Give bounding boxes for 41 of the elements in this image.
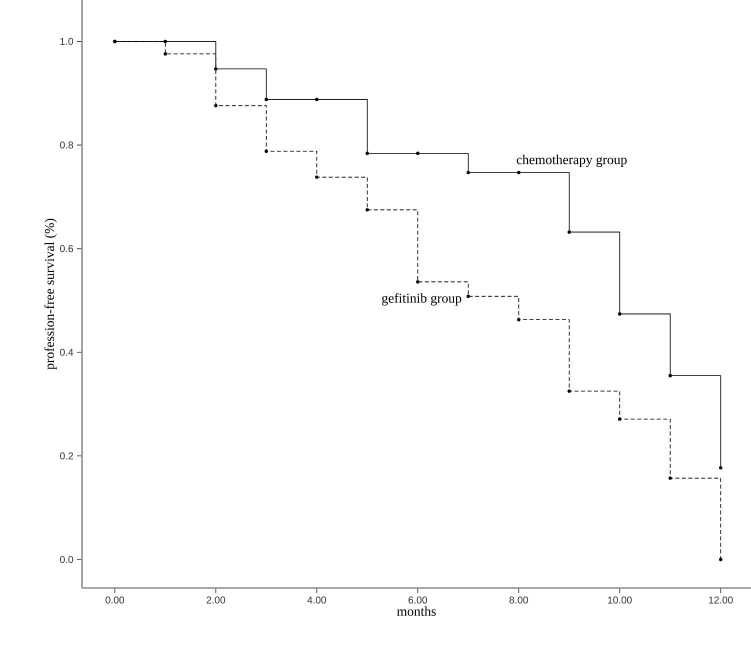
point [416, 280, 420, 284]
point [568, 389, 571, 393]
point [264, 150, 268, 153]
point [214, 67, 218, 71]
point [164, 52, 168, 56]
point [668, 374, 672, 378]
x-tick-label: 4.00 [307, 596, 326, 604]
point [416, 152, 420, 156]
x-axis-title: months [396, 606, 436, 616]
point [668, 476, 672, 480]
x-tick-label: 2.00 [206, 596, 226, 604]
y-tick-label: 0.8 [60, 142, 74, 149]
x-tick-label: 6.00 [408, 596, 428, 604]
point [517, 170, 520, 174]
point [315, 98, 318, 102]
y-tick-label: 0.2 [60, 452, 74, 460]
y-tick-label: 1.0 [60, 38, 74, 45]
series-label: chemotherapy group [516, 154, 627, 167]
point [719, 558, 722, 562]
y-axis-title: profession-free survival (%) [44, 218, 57, 370]
point [466, 294, 470, 298]
x-tick-label: 12.00 [709, 596, 733, 604]
point [264, 98, 268, 102]
point [568, 230, 571, 234]
point [517, 318, 520, 322]
x-tick-label: 8.00 [509, 596, 528, 604]
x-tick-label: 0.00 [106, 596, 124, 604]
point [466, 170, 470, 174]
y-tick-label: 0.4 [60, 348, 74, 356]
y-tick-label: 0.0 [60, 556, 74, 564]
series-label: gefitinib group [382, 293, 462, 306]
point [315, 175, 318, 179]
point [214, 104, 218, 108]
point [366, 152, 369, 156]
point [618, 417, 622, 421]
y-tick-label: 0.6 [60, 245, 74, 252]
point [618, 312, 622, 316]
x-tick-label: 10.00 [608, 596, 632, 604]
point [366, 208, 369, 212]
point [164, 40, 168, 44]
point [719, 466, 722, 470]
